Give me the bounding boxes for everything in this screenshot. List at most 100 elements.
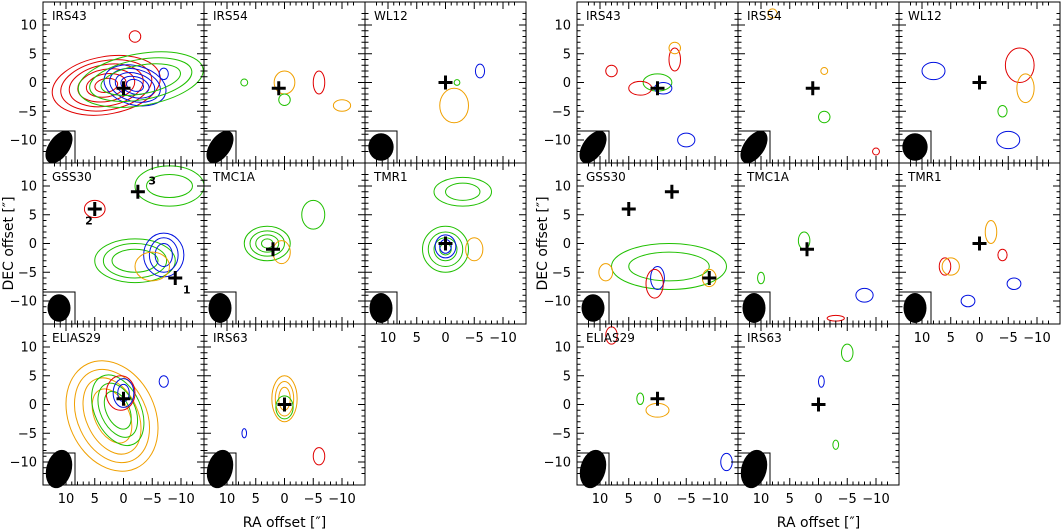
contour-green-1-level-0 <box>278 93 291 106</box>
contour-blue-5-level-0 <box>677 132 696 148</box>
y-tick-label: 5 <box>29 47 37 62</box>
contour-blue-3-level-1 <box>112 378 135 408</box>
contours <box>757 231 874 322</box>
y-axis-title: DEC offset [″] <box>535 196 551 290</box>
y-tick-label: 5 <box>563 208 571 223</box>
x-tick-label: 10 <box>380 331 397 346</box>
panel-label: IRS63 <box>747 331 782 345</box>
panel-label: IRS43 <box>52 9 87 23</box>
x-tick-label: 10 <box>219 492 236 507</box>
source-marker <box>87 202 102 216</box>
contour-orange-0-level-3 <box>65 360 159 472</box>
contour-green-2-level-0 <box>832 439 840 450</box>
y-tick-label: 0 <box>563 76 571 91</box>
contour-orange-0-level-1 <box>82 377 142 455</box>
contour-green-1-level-0 <box>636 392 645 405</box>
contour-green-1-level-0 <box>818 110 831 124</box>
x-axis-title: RA offset [″] <box>777 515 860 530</box>
source-marker <box>650 391 665 406</box>
contour-green-0-level-3 <box>243 225 291 262</box>
x-tick-label: 10 <box>753 492 770 507</box>
ticks <box>204 163 365 324</box>
y-tick-label: 0 <box>563 398 571 413</box>
source-marker <box>271 81 286 96</box>
y-tick-label: 10 <box>20 19 37 34</box>
source-marker <box>805 81 820 96</box>
x-tick-label: 10 <box>914 331 931 346</box>
contour-green-0-level-1 <box>102 243 168 279</box>
contour-blue-1-level-0 <box>855 287 874 303</box>
contours <box>65 360 169 472</box>
contours <box>51 30 204 116</box>
contour-green-0-level-0 <box>628 251 710 282</box>
panel-gss30: 2 3 1 GSS30 10 5 0 −5 −10 <box>10 162 205 325</box>
contours <box>605 326 733 472</box>
x-tick-label: 0 <box>280 492 288 507</box>
y-tick-label: −5 <box>552 427 571 442</box>
contour-orange-0-level-0 <box>984 220 998 244</box>
x-tick-label: −10 <box>167 492 194 507</box>
y-tick-label: −10 <box>10 456 37 471</box>
contour-blue-0-level-0 <box>818 375 825 388</box>
source-marker <box>438 75 453 90</box>
source-marker <box>650 81 665 96</box>
y-tick-label: 10 <box>554 341 571 356</box>
y-tick-label: 0 <box>29 76 37 91</box>
panel-label: IRS43 <box>586 9 621 23</box>
y-axis-title: DEC offset [″] <box>1 196 17 290</box>
ticks <box>738 2 899 163</box>
contour-orange-3-level-0 <box>465 237 484 262</box>
ticks <box>899 2 1060 163</box>
contour-green-2-level-0 <box>301 199 326 230</box>
y-tick-label: 10 <box>554 19 571 34</box>
x-tick-label: 10 <box>58 492 75 507</box>
panel-label: IRS54 <box>747 9 782 23</box>
contours <box>241 375 326 466</box>
y-tick-label: 10 <box>20 341 37 356</box>
panel-label: GSS30 <box>586 170 626 184</box>
contour-blue-1-level-0 <box>650 266 665 290</box>
contour-red-2-level-0 <box>312 447 326 466</box>
contour-green-0-level-3 <box>422 225 469 273</box>
contours <box>767 8 880 156</box>
source-marker <box>800 242 814 257</box>
panel-irs54: IRS54 <box>203 1 366 164</box>
ticks <box>43 2 204 163</box>
contour-orange-0-level-2 <box>74 368 150 464</box>
source-marker <box>116 81 131 96</box>
contour-orange-3-level-0 <box>598 263 614 282</box>
ticks <box>204 324 365 485</box>
contour-blue-1-level-0 <box>126 78 144 92</box>
panel-irs63: IRS63 10 5 0 −5 −10 <box>203 323 366 507</box>
source-marker <box>702 271 717 285</box>
panel-label: WL12 <box>374 9 408 23</box>
contour-orange-0-level-0 <box>767 8 778 19</box>
panel-tmr1: TMR1 10 5 0 −5 −10 <box>364 162 527 346</box>
contour-red-0-level-1 <box>85 73 127 98</box>
contour-green-3-level-0 <box>146 174 193 198</box>
panel-label: TMC1A <box>746 170 790 184</box>
contour-red-1-level-0 <box>938 257 952 276</box>
contour-green-1-level-0 <box>841 343 854 362</box>
panel-irs63: IRS63 10 5 0 −5 −10 <box>737 323 900 507</box>
contour-orange-4-level-0 <box>134 251 170 282</box>
source-marker <box>972 75 987 90</box>
panel-wl12: WL12 <box>364 1 527 164</box>
contour-green-2-level-1 <box>433 176 492 207</box>
contour-green-3-level-1 <box>134 165 204 207</box>
panel-label: WL12 <box>908 9 942 23</box>
y-tick-label: 0 <box>29 237 37 252</box>
y-tick-label: 5 <box>563 369 571 384</box>
x-tick-label: 0 <box>653 492 661 507</box>
contour-orange-0-level-2 <box>271 375 298 423</box>
contours <box>605 41 696 148</box>
contour-red-0-level-0 <box>1004 47 1035 83</box>
x-tick-label: 5 <box>252 492 260 507</box>
contour-green-0-level-2 <box>94 238 176 284</box>
contour-red-0-level-4 <box>60 59 153 112</box>
x-tick-label: −10 <box>862 492 889 507</box>
contour-red-2-level-0 <box>83 199 106 219</box>
y-tick-label: −10 <box>544 295 571 310</box>
x-tick-label: −5 <box>143 492 162 507</box>
source-marker <box>438 236 453 251</box>
